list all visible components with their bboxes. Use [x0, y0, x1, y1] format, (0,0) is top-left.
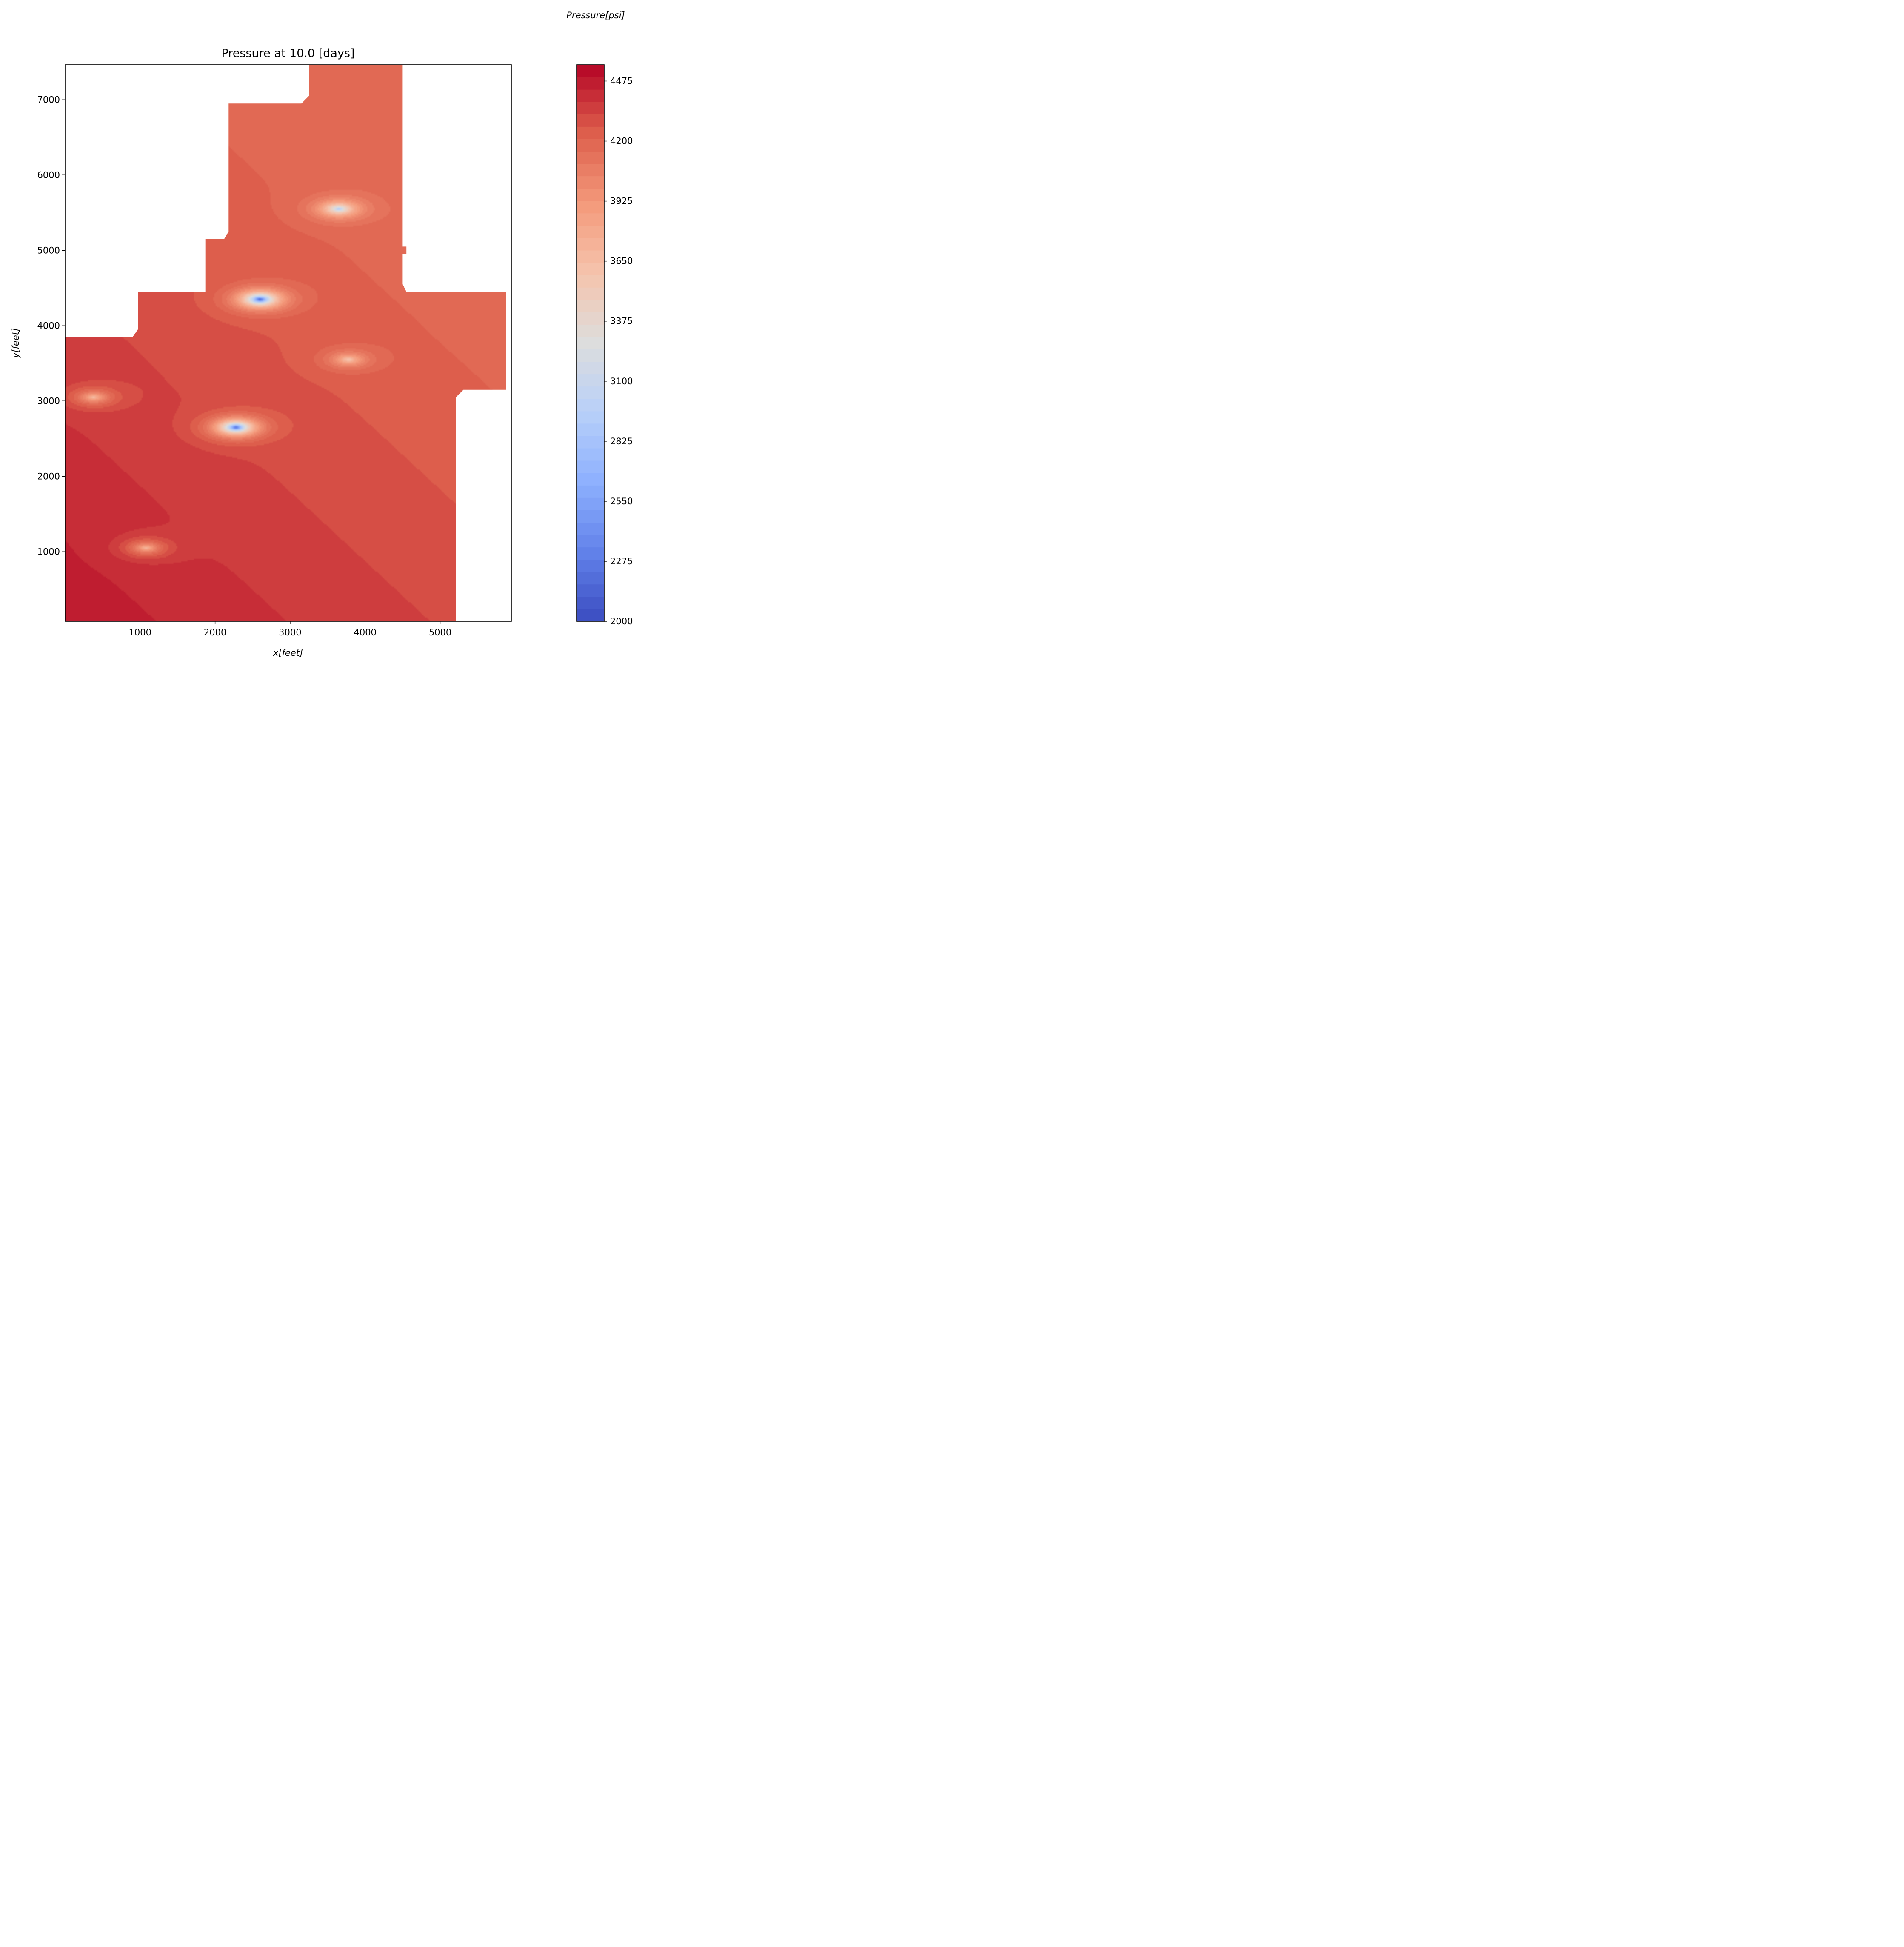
colorbar-band [577, 64, 604, 77]
colorbar-band [577, 299, 604, 312]
colorbar-band [577, 398, 604, 412]
contour-plot-area [65, 65, 506, 621]
y-tick-label: 6000 [37, 170, 60, 180]
y-tick-label: 1000 [37, 546, 60, 557]
colorbar-band [577, 114, 604, 127]
colorbar-band [577, 101, 604, 114]
x-axis: 1000 2000 3000 4000 5000 [129, 621, 451, 638]
colorbar-tick-label: 2000 [610, 616, 633, 626]
colorbar-band [577, 349, 604, 362]
colorbar-band [577, 535, 604, 548]
colorbar-band [577, 386, 604, 399]
colorbar-band [577, 77, 604, 90]
pressure-field [65, 65, 506, 621]
colorbar-band [577, 213, 604, 226]
x-tick-label: 1000 [129, 627, 151, 638]
colorbar-band [577, 472, 604, 486]
colorbar-band [577, 138, 604, 152]
y-tick-label: 5000 [37, 245, 60, 255]
colorbar-tick-label: 4200 [610, 136, 633, 146]
colorbar-label: Pressure[psi] [566, 10, 625, 20]
colorbar-band [577, 200, 604, 214]
x-tick-label: 5000 [429, 627, 451, 638]
y-tick-label: 3000 [37, 396, 60, 406]
colorbar-band [577, 176, 604, 189]
colorbar-band [577, 485, 604, 498]
y-axis: 1000 2000 3000 4000 5000 6000 7000 [37, 94, 65, 557]
colorbar-band [577, 188, 604, 201]
colorbar-band [577, 225, 604, 238]
colorbar-band [577, 572, 604, 585]
x-tick-label: 2000 [204, 627, 226, 638]
colorbar-band [577, 559, 604, 572]
x-tick-label: 3000 [279, 627, 301, 638]
colorbar-band [577, 374, 604, 387]
colorbar-band [577, 448, 604, 461]
colorbar-band [577, 89, 604, 102]
colorbar-band [577, 497, 604, 510]
colorbar-tick-label: 3650 [610, 256, 633, 266]
colorbar-band [577, 126, 604, 139]
colorbar-band [577, 250, 604, 263]
plot-frame [65, 64, 512, 622]
y-tick-label: 4000 [37, 320, 60, 331]
y-axis-label: y[feet] [11, 328, 21, 358]
colorbar-tick-label: 2825 [610, 436, 633, 446]
colorbar-tick-label: 3375 [610, 316, 633, 326]
colorbar-band [577, 609, 604, 622]
colorbar-band [577, 237, 604, 251]
colorbar-band [577, 596, 604, 609]
colorbar-tick-label: 3100 [610, 376, 633, 386]
y-tick-label: 2000 [37, 471, 60, 481]
colorbar-band [577, 312, 604, 325]
colorbar-band [577, 287, 604, 300]
colorbar-tick-label: 2275 [610, 556, 633, 566]
colorbar-band [577, 324, 604, 337]
colorbar-band [577, 151, 604, 164]
colorbar-band [577, 423, 604, 436]
y-tick-label: 7000 [37, 94, 60, 105]
colorbar-band [577, 274, 604, 288]
colorbar-band [577, 435, 604, 449]
colorbar-tick-label: 2550 [610, 496, 633, 506]
colorbar-band [577, 547, 604, 560]
colorbar-band [577, 163, 604, 177]
colorbar-band [577, 460, 604, 473]
colorbar-band [577, 411, 604, 424]
colorbar-tick-label: 3925 [610, 196, 633, 206]
colorbar-band [577, 522, 604, 535]
colorbar-band [577, 584, 604, 597]
colorbar-band [577, 262, 604, 275]
colorbar-band [577, 336, 604, 350]
colorbar-frame [576, 64, 605, 622]
pressure-contour-chart: Pressure at 10.0 [days] 1000 2000 3000 4000… [11, 10, 633, 658]
colorbar: 2000 2275 2550 2825 3100 3375 3650 3925 4200 4475 [576, 64, 633, 626]
chart-title: Pressure at 10.0 [days] [221, 47, 354, 60]
x-tick-label: 4000 [354, 627, 376, 638]
colorbar-band [577, 361, 604, 375]
colorbar-band [577, 509, 604, 523]
x-axis-label: x[feet] [273, 648, 303, 658]
colorbar-tick-label: 4475 [610, 76, 633, 86]
